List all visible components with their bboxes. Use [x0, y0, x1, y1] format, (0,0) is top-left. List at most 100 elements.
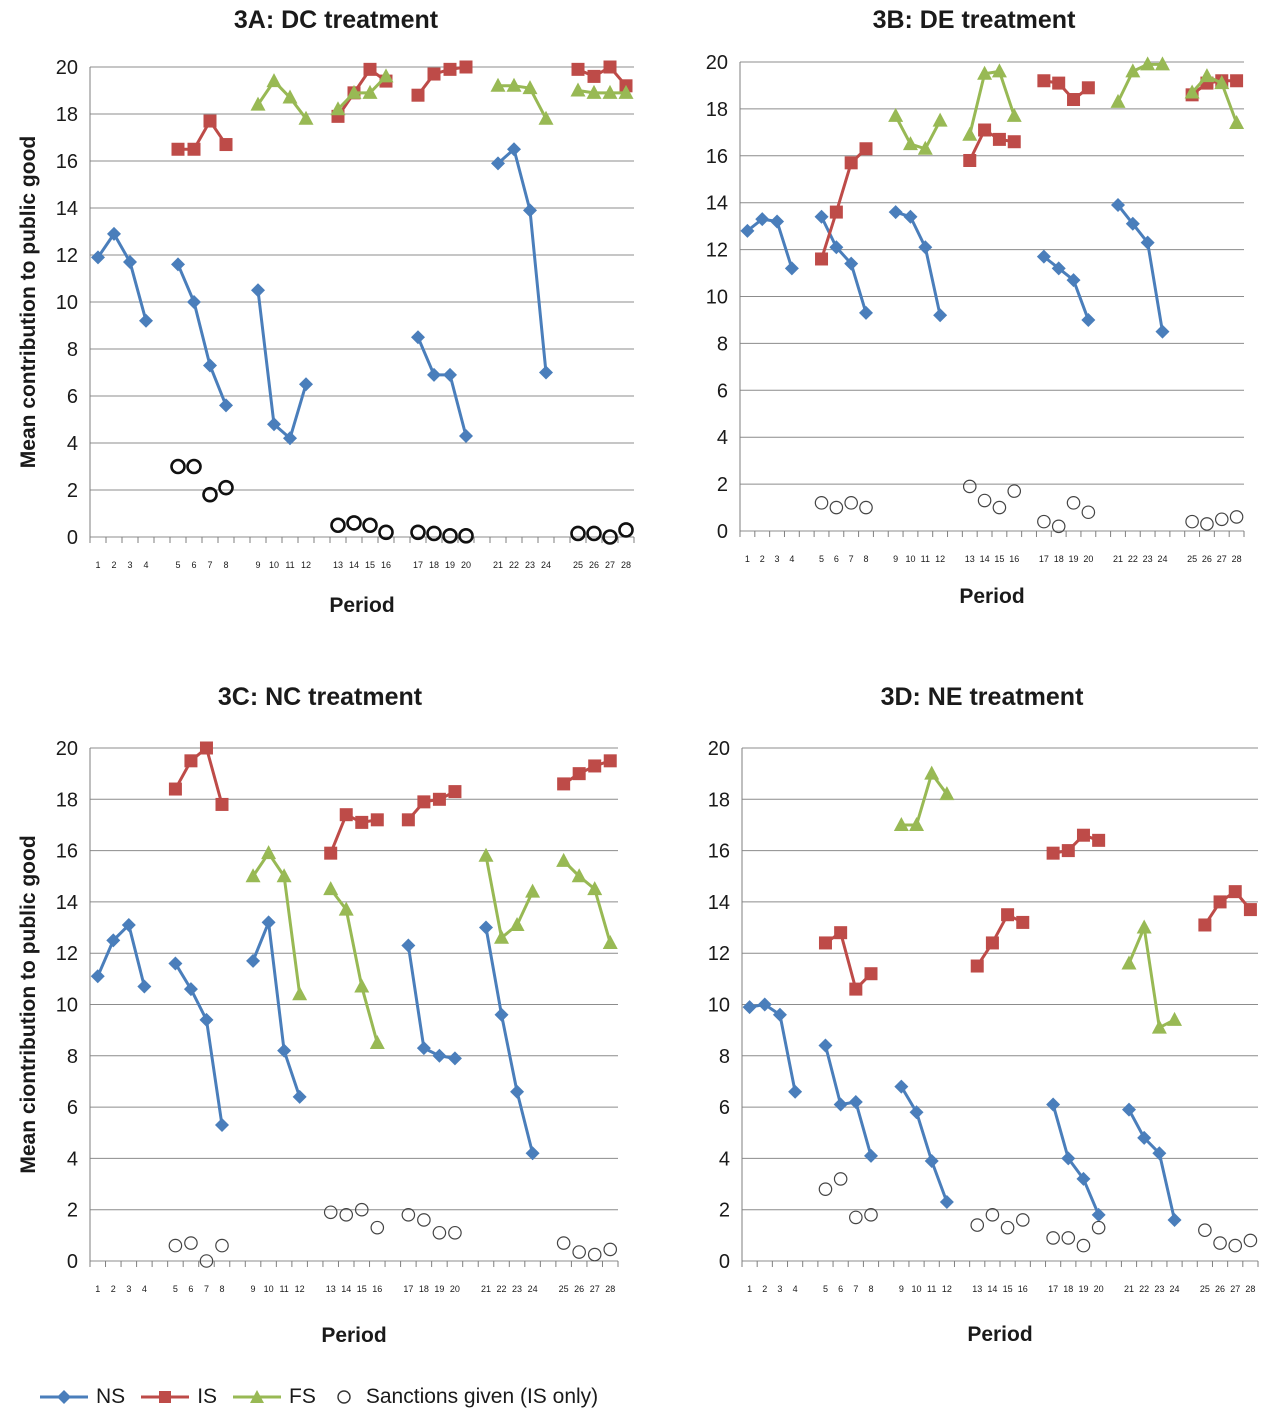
legend-label-ns: NS: [96, 1385, 126, 1408]
point-sanction: [442, 528, 458, 544]
x-tick-label: 4: [793, 1284, 798, 1294]
point-ns: [1111, 198, 1125, 213]
point-ns: [1076, 1171, 1091, 1186]
point-fs: [346, 84, 362, 99]
legend-item-is: IS: [139, 1385, 217, 1409]
x-tick-label: 4: [789, 554, 794, 564]
series-line-is: [820, 147, 868, 260]
point-sanction: [829, 500, 844, 515]
point-ns: [788, 1084, 803, 1099]
point-fs: [902, 136, 918, 151]
y-tick-label: 18: [706, 99, 728, 121]
x-tick-label: 15: [994, 554, 1004, 564]
point-fs: [1229, 114, 1245, 129]
y-tick-label: 0: [67, 1251, 78, 1273]
point-sanction: [1243, 1233, 1258, 1248]
x-tick-label: 9: [255, 560, 260, 570]
point-is: [355, 815, 369, 829]
point-is: [834, 926, 848, 940]
point-sanction: [1066, 496, 1081, 510]
y-tick-label: 10: [706, 287, 728, 309]
point-sanction: [432, 1225, 447, 1240]
x-tick-label: 26: [589, 560, 599, 570]
x-tick-label: 24: [541, 560, 551, 570]
point-fs: [506, 77, 522, 92]
y-tick-label: 0: [719, 1251, 730, 1273]
point-is: [219, 138, 233, 152]
series-line-ns: [96, 923, 146, 987]
point-is: [572, 767, 586, 781]
point-fs: [250, 96, 266, 111]
point-sanction: [818, 1182, 833, 1196]
x-tick-label: 16: [1018, 1284, 1028, 1294]
x-axis-label: Period: [329, 594, 394, 617]
x-tick-label: 18: [1054, 554, 1064, 564]
point-sanction: [1091, 1220, 1106, 1235]
point-ns: [1122, 1102, 1136, 1117]
point-sanction: [985, 1208, 1000, 1222]
series-line-is: [968, 128, 1015, 162]
point-sanction: [1200, 517, 1214, 531]
point-fs: [538, 110, 554, 125]
point-sanction: [448, 1225, 462, 1240]
series-line-ns: [824, 1045, 873, 1157]
point-sanction: [323, 1205, 338, 1220]
point-is: [963, 153, 977, 167]
point-ns: [844, 256, 859, 271]
series-line-is: [178, 119, 228, 151]
x-tick-label: 16: [372, 1284, 382, 1294]
x-tick-label: 2: [760, 554, 765, 564]
legend-item-fs: FS: [231, 1385, 316, 1409]
point-sanction: [1076, 1238, 1091, 1253]
x-tick-label: 1: [747, 1284, 752, 1294]
point-sanction: [199, 1254, 214, 1268]
chart-title: 3A: DC treatment: [234, 6, 439, 34]
point-fs: [924, 765, 940, 780]
point-is: [992, 132, 1006, 146]
point-fs: [369, 1034, 385, 1049]
x-tick-label: 17: [1039, 554, 1049, 564]
series-line-ns: [895, 210, 942, 316]
point-ns: [848, 1094, 863, 1109]
point-ns: [1066, 273, 1081, 288]
point-ns: [1167, 1212, 1182, 1227]
x-tick-label: 5: [819, 554, 824, 564]
point-fs: [266, 73, 282, 88]
y-tick-label: 16: [706, 146, 728, 168]
series-line-is: [1203, 890, 1252, 926]
x-tick-label: 7: [853, 1284, 858, 1294]
x-tick-label: 17: [413, 560, 423, 570]
point-fs: [1136, 919, 1152, 934]
x-tick-label: 10: [912, 1284, 922, 1294]
point-is: [1001, 908, 1015, 922]
point-sanction: [339, 1208, 354, 1222]
point-sanction: [417, 1213, 431, 1227]
x-tick-label: 14: [987, 1284, 997, 1294]
series-line-fs: [251, 851, 302, 995]
y-tick-label: 20: [56, 738, 78, 760]
point-ns: [939, 1195, 954, 1210]
point-ns: [183, 982, 198, 997]
point-ns: [888, 205, 903, 220]
point-is: [1198, 918, 1212, 932]
x-tick-label: 28: [621, 560, 631, 570]
x-tick-label: 25: [1200, 1284, 1210, 1294]
x-tick-label: 14: [349, 560, 359, 570]
point-is: [985, 936, 999, 950]
y-tick-label: 2: [67, 480, 78, 502]
point-ns: [267, 417, 281, 432]
x-axis-label: Period: [959, 585, 1024, 608]
x-tick-label: 12: [295, 1284, 305, 1294]
x-tick-label: 25: [573, 560, 583, 570]
point-is: [978, 123, 992, 137]
point-is: [603, 60, 617, 74]
x-tick-label: 7: [204, 1284, 209, 1294]
series-line-is: [1043, 79, 1090, 102]
point-sanction: [168, 1238, 183, 1253]
point-ns: [918, 240, 933, 255]
point-fs: [490, 77, 506, 92]
x-tick-label: 2: [111, 560, 116, 570]
point-sanction: [410, 524, 426, 541]
point-sanction: [814, 496, 829, 510]
series-line-is: [975, 913, 1024, 967]
